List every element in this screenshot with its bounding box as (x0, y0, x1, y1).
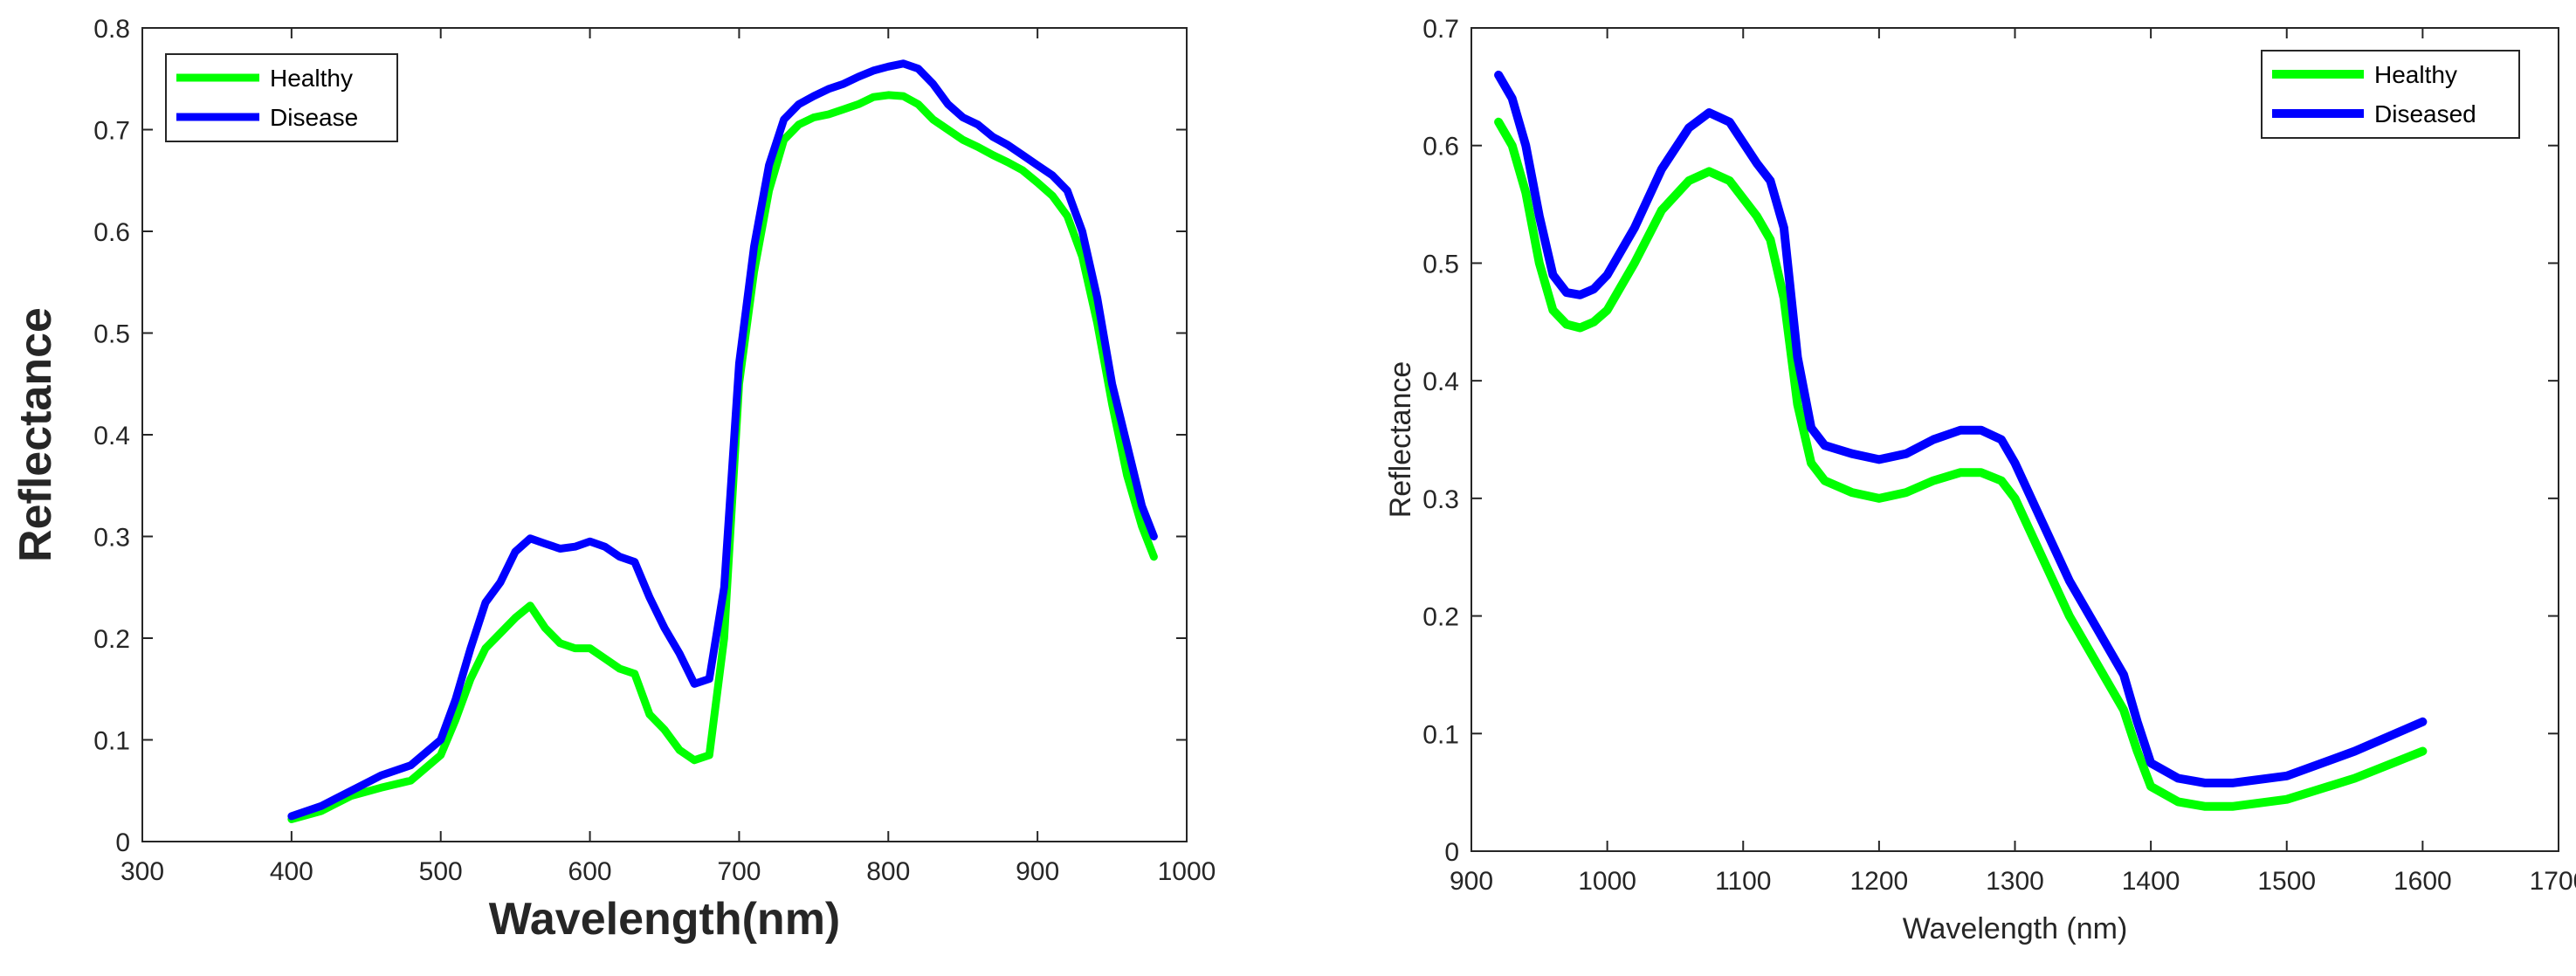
x-tick-label: 800 (866, 857, 910, 886)
x-tick-label: 900 (1450, 867, 1493, 896)
x-tick-label: 900 (1016, 857, 1059, 886)
x-tick-label: 1200 (1850, 867, 1909, 896)
y-tick-label: 0.5 (1422, 250, 1459, 278)
x-tick-label: 500 (419, 857, 463, 886)
legend-label-disease: Disease (270, 104, 358, 131)
legend-label-healthy: Healthy (270, 65, 353, 92)
y-axis-title: Reflectance (1384, 361, 1417, 519)
y-tick-label: 0.5 (93, 320, 130, 349)
y-tick-label: 0.7 (93, 117, 130, 146)
x-tick-label: 1000 (1578, 867, 1636, 896)
y-tick-label: 0.8 (93, 15, 130, 44)
y-tick-label: 0.2 (1422, 603, 1459, 632)
plot-area (141, 27, 1188, 842)
y-tick-label: 0.3 (93, 524, 130, 553)
series-line-diseased (1494, 70, 2428, 787)
y-tick-label: 0.1 (93, 727, 130, 756)
y-tick-label: 0.7 (1422, 15, 1459, 44)
x-tick-label: 1600 (2393, 867, 2452, 896)
x-tick-label: 700 (717, 857, 761, 886)
y-tick-label: 0.4 (1422, 368, 1459, 396)
x-tick-label: 1500 (2257, 867, 2316, 896)
y-tick-label: 0.4 (93, 422, 130, 450)
x-tick-label: 600 (568, 857, 612, 886)
legend-box (2261, 50, 2520, 139)
legend: Healthy Diseased (2261, 50, 2520, 139)
legend: Healthy Disease (165, 53, 398, 142)
x-tick-label: 1000 (1158, 857, 1216, 886)
y-tick-label: 0.1 (1422, 720, 1459, 749)
series-line-healthy (1494, 117, 2428, 811)
series-line-healthy (287, 91, 1158, 823)
y-tick-label: 0 (1444, 838, 1459, 867)
x-tick-label: 1400 (2122, 867, 2180, 896)
legend-label-diseased: Diseased (2374, 100, 2476, 127)
x-tick-label: 1100 (1715, 867, 1772, 896)
left-chart: 300 400 500 600 700 800 900 1000 0 0.1 0.2 0.3 0.4 0.… (10, 15, 1216, 945)
x-axis-title: Wavelength (nm) (1903, 912, 2128, 945)
x-tick-label: 400 (270, 857, 313, 886)
y-tick-label: 0.2 (93, 625, 130, 654)
legend-box (165, 53, 398, 142)
y-tick-label: 0 (115, 828, 130, 857)
x-tick-label: 300 (121, 857, 164, 886)
series-line-disease (287, 59, 1158, 821)
plot-area (1471, 27, 2559, 852)
x-axis-title: Wavelength(nm) (489, 894, 841, 945)
legend-label-healthy: Healthy (2374, 61, 2457, 88)
y-tick-label: 0.3 (1422, 485, 1459, 514)
x-tick-label: 1300 (1986, 867, 2044, 896)
y-tick-label: 0.6 (93, 218, 130, 247)
y-tick-label: 0.6 (1422, 133, 1459, 162)
y-axis-title: Reflectance (10, 307, 61, 562)
